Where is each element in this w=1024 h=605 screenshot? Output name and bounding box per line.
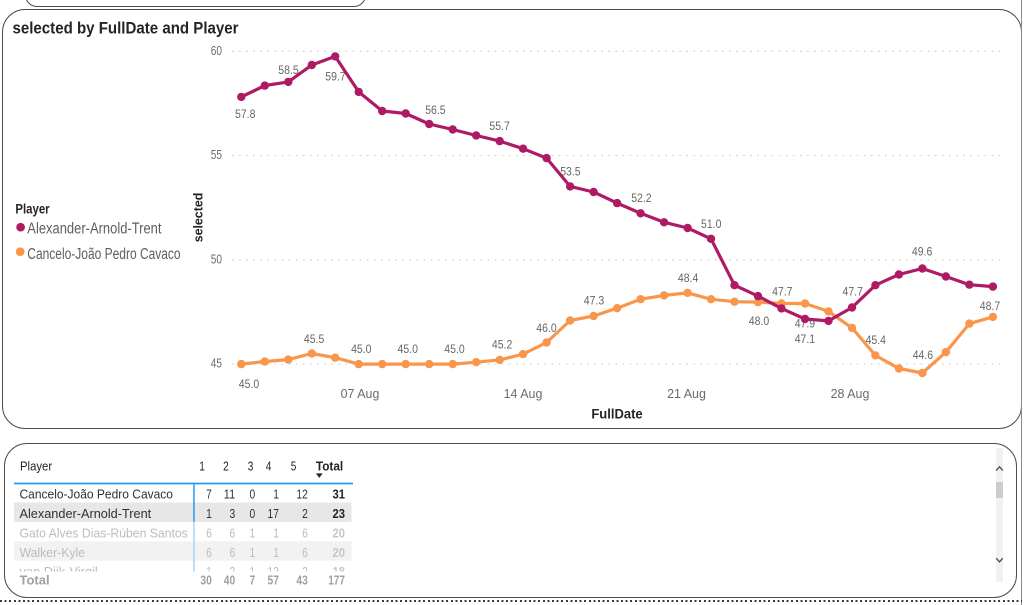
svg-text:28 Aug: 28 Aug — [831, 387, 870, 401]
svg-text:18: 18 — [333, 564, 346, 579]
svg-text:selected: selected — [191, 193, 206, 243]
svg-text:Gato Alves Dias-Rúben Santos: Gato Alves Dias-Rúben Santos — [20, 525, 189, 540]
svg-text:30: 30 — [200, 573, 211, 588]
svg-text:6: 6 — [206, 545, 212, 560]
svg-text:0: 0 — [250, 487, 256, 502]
svg-text:11: 11 — [224, 487, 235, 502]
svg-text:5: 5 — [291, 459, 297, 474]
svg-text:23: 23 — [333, 506, 346, 521]
svg-text:48.0: 48.0 — [749, 316, 769, 328]
svg-text:Total: Total — [316, 459, 343, 474]
svg-text:Alexander-Arnold-Trent: Alexander-Arnold-Trent — [27, 221, 162, 238]
svg-text:47.9: 47.9 — [795, 319, 815, 331]
svg-text:17: 17 — [268, 506, 279, 521]
svg-text:1: 1 — [273, 545, 279, 560]
svg-text:14 Aug: 14 Aug — [504, 387, 543, 401]
svg-text:45.0: 45.0 — [444, 344, 464, 356]
svg-text:47.7: 47.7 — [843, 286, 863, 298]
svg-text:40: 40 — [224, 573, 235, 588]
svg-text:45.0: 45.0 — [239, 379, 259, 391]
svg-text:Player: Player — [20, 459, 53, 474]
svg-text:57: 57 — [268, 573, 279, 588]
svg-text:57.8: 57.8 — [235, 109, 255, 121]
svg-text:1: 1 — [206, 506, 212, 521]
svg-text:177: 177 — [328, 573, 345, 588]
svg-text:1: 1 — [273, 487, 279, 502]
svg-text:55: 55 — [211, 148, 222, 162]
svg-text:6: 6 — [302, 545, 308, 560]
svg-text:0: 0 — [250, 506, 256, 521]
svg-text:45.0: 45.0 — [351, 344, 371, 356]
svg-text:1: 1 — [250, 564, 256, 579]
svg-text:52.2: 52.2 — [631, 193, 651, 205]
svg-text:50: 50 — [211, 253, 222, 267]
svg-text:6: 6 — [206, 525, 212, 540]
svg-text:Total: Total — [20, 573, 50, 588]
svg-text:Cancelo-João Pedro Cavaco: Cancelo-João Pedro Cavaco — [27, 246, 180, 263]
svg-text:55.7: 55.7 — [489, 121, 509, 133]
svg-text:20: 20 — [333, 525, 346, 540]
svg-text:1: 1 — [250, 545, 256, 560]
svg-text:van Dijk-Virgil: van Dijk-Virgil — [20, 564, 98, 579]
svg-text:45.5: 45.5 — [304, 334, 324, 346]
svg-text:2: 2 — [223, 459, 229, 474]
svg-text:Player: Player — [15, 201, 50, 216]
svg-text:2: 2 — [230, 564, 236, 579]
svg-text:12: 12 — [296, 487, 307, 502]
svg-text:Alexander-Arnold-Trent: Alexander-Arnold-Trent — [20, 506, 152, 521]
svg-text:47.7: 47.7 — [772, 286, 792, 298]
svg-text:44.6: 44.6 — [913, 350, 933, 362]
svg-text:3: 3 — [248, 459, 254, 474]
svg-text:6: 6 — [230, 545, 236, 560]
svg-text:48.7: 48.7 — [980, 301, 1000, 313]
svg-text:Cancelo-João Pedro Cavaco: Cancelo-João Pedro Cavaco — [20, 487, 174, 502]
svg-text:47.3: 47.3 — [584, 295, 604, 307]
svg-text:6: 6 — [230, 525, 236, 540]
svg-text:59.7: 59.7 — [325, 71, 345, 83]
svg-text:2: 2 — [302, 564, 308, 579]
svg-text:7: 7 — [206, 487, 212, 502]
svg-text:1: 1 — [273, 525, 279, 540]
svg-text:1: 1 — [206, 564, 212, 579]
svg-text:45.4: 45.4 — [866, 335, 887, 347]
svg-text:53.5: 53.5 — [560, 167, 580, 179]
svg-text:43: 43 — [296, 573, 307, 588]
svg-text:1: 1 — [250, 525, 256, 540]
svg-text:20: 20 — [333, 545, 346, 560]
svg-text:7: 7 — [250, 573, 256, 588]
svg-text:46.0: 46.0 — [536, 323, 556, 335]
svg-text:45.0: 45.0 — [398, 344, 418, 356]
svg-text:FullDate: FullDate — [591, 407, 643, 422]
svg-text:selected by FullDate and Playe: selected by FullDate and Player — [13, 20, 240, 38]
svg-text:47.1: 47.1 — [795, 334, 815, 346]
svg-text:45: 45 — [211, 357, 222, 371]
svg-text:48.4: 48.4 — [678, 273, 699, 285]
svg-text:56.5: 56.5 — [425, 105, 445, 117]
svg-text:49.6: 49.6 — [912, 246, 932, 258]
svg-text:51.0: 51.0 — [701, 219, 721, 231]
svg-text:1: 1 — [199, 459, 205, 474]
svg-text:4: 4 — [266, 459, 272, 474]
svg-text:31: 31 — [333, 487, 346, 502]
svg-text:3: 3 — [230, 506, 236, 521]
svg-text:6: 6 — [302, 525, 308, 540]
svg-text:21 Aug: 21 Aug — [667, 387, 706, 401]
svg-text:45.2: 45.2 — [492, 339, 512, 351]
svg-text:60: 60 — [211, 44, 222, 58]
svg-text:07 Aug: 07 Aug — [341, 387, 380, 401]
svg-text:12: 12 — [268, 564, 279, 579]
svg-text:58.5: 58.5 — [278, 65, 298, 77]
svg-text:2: 2 — [302, 506, 308, 521]
svg-text:Walker-Kyle: Walker-Kyle — [20, 545, 86, 560]
